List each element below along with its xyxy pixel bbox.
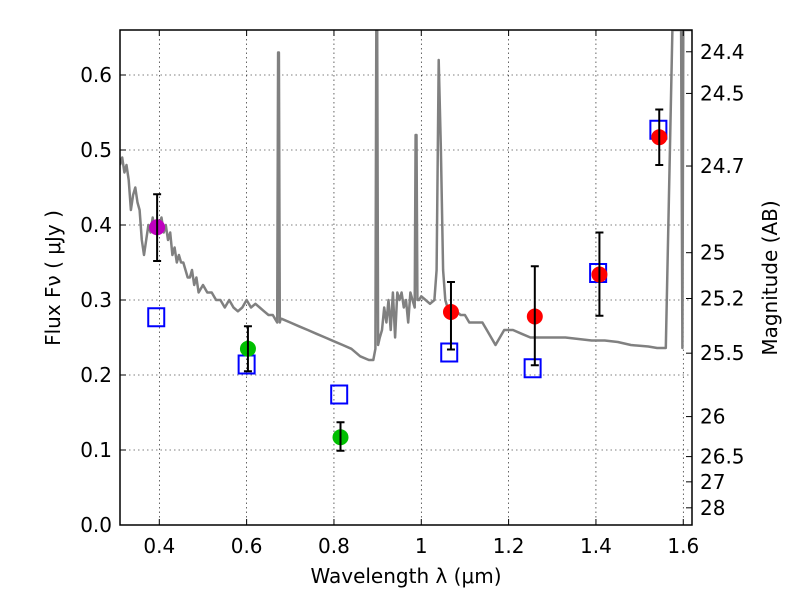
y-tick-label: 0.6 [80,63,112,87]
model-flux-box [330,384,349,405]
y-tick-label: 0.4 [80,213,112,237]
x-axis-title: Wavelength λ (μm) [310,564,501,588]
y-tick-label: 0.3 [80,288,112,312]
x-tick-label: 1.6 [667,534,699,558]
right-tick-label: 25.5 [700,341,745,365]
x-tick-label: 1.4 [580,534,612,558]
right-tick-label: 25 [700,241,725,265]
y-tick-label: 0.1 [80,438,112,462]
spectrum-layer [120,30,692,362]
spectrum-line [120,30,692,362]
y-tick-label: 0.5 [80,138,112,162]
y-tick-label: 0.2 [80,363,112,387]
right-tick-label: 24.4 [700,40,745,64]
right-tick-label: 24.5 [700,81,745,105]
model-flux-boxes [147,119,668,405]
right-tick-label: 26 [700,405,725,429]
axis-ticks: 0.4 0.6 0.8 1 1.2 1.4 1.6 0.0 0.1 0.2 0.3 0.4 0.5 0.6… [80,30,745,558]
plot-frame [119,29,693,526]
photometry-points [149,108,668,452]
model-flux-box [147,307,166,328]
x-tick-label: 1.2 [493,534,525,558]
y-axis-title: Flux Fν ( μJy ) [41,210,65,346]
x-tick-label: 0.8 [318,534,350,558]
model-flux-box [523,358,542,379]
model-flux-box [440,342,459,363]
right-tick-label: 28 [700,496,725,520]
right-tick-label: 26.5 [700,445,745,469]
x-tick-label: 0.6 [231,534,263,558]
x-tick-label: 1 [415,534,428,558]
x-tick-label: 0.4 [143,534,175,558]
right-tick-label: 27 [700,470,725,494]
y-tick-label: 0.0 [80,513,112,537]
right-tick-label: 24.7 [700,154,745,178]
right-axis-title: Magnitude (AB) [758,200,782,355]
right-tick-label: 25.2 [700,287,745,311]
